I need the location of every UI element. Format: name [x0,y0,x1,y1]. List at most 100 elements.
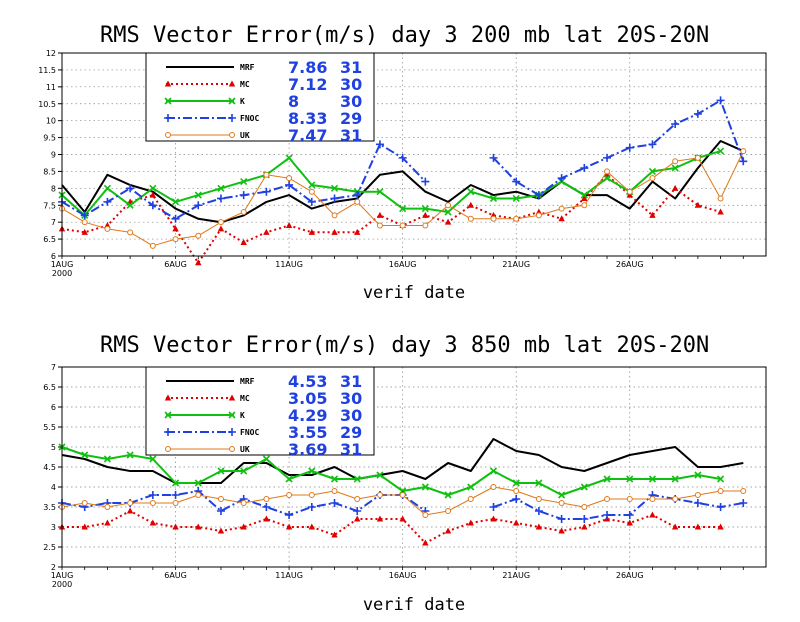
point-fnoc [580,164,589,173]
point-k [194,191,202,199]
point-fnoc [421,177,430,186]
point-uk [445,202,452,209]
point-k [671,475,679,483]
x-tick-label: 11AUG [275,571,303,580]
point-mc [649,211,656,218]
point-uk [81,500,88,506]
y-tick-label: 4.5 [43,463,56,472]
chart-title: RMS Vector Error(m/s) day 3 850 mb lat 2… [100,333,709,358]
point-fnoc [512,495,521,503]
point-uk [513,215,520,222]
point-uk [513,488,520,494]
legend-mean-uk: 3.69 [288,440,327,459]
point-mc [490,515,497,522]
point-mc [308,228,316,235]
point-uk [490,215,497,222]
x-tick-label: 26AUG [616,260,644,269]
point-mc [195,523,202,530]
legend-mean-k: 8 [288,92,299,111]
point-fnoc [148,201,157,210]
x-tick-label: 11AUG [275,260,303,269]
legend-mean-mrf: 7.86 [288,58,327,77]
point-uk [535,496,542,502]
point-fnoc [80,211,89,220]
point-mc [558,215,565,222]
point-uk [740,148,747,155]
x-tick-label: 1AUG [51,571,74,580]
point-k [489,194,498,203]
point-mc [535,523,543,530]
series-mc [58,171,724,266]
point-mc [149,519,157,526]
point-k [467,188,475,196]
point-mc [671,184,679,191]
point-k [512,194,520,203]
point-k [330,184,339,192]
point-uk [399,222,406,229]
point-uk [149,500,156,506]
chart-panel-2: RMS Vector Error(m/s) day 3 850 mb lat 2… [43,333,767,615]
point-mc [422,539,429,546]
point-fnoc [353,507,362,515]
legend-name-k: K [240,97,245,106]
point-uk [672,496,679,502]
point-fnoc [216,507,225,515]
point-k [308,181,316,189]
point-k [376,471,384,479]
y-tick-label: 6 [51,252,56,261]
point-k [421,205,429,213]
point-fnoc [648,140,657,149]
point-fnoc [739,499,748,507]
point-uk [717,488,724,494]
point-fnoc [126,184,135,193]
point-uk [535,212,542,219]
point-fnoc [534,191,543,200]
point-uk [127,229,134,236]
point-mc [717,523,724,530]
point-fnoc [693,109,702,118]
point-uk [331,488,338,494]
y-tick-label: 11 [46,83,56,92]
legend-count-uk: 31 [340,126,362,145]
legend-name-mc: MC [240,80,250,89]
point-fnoc [285,511,294,519]
legend-name-k: K [240,411,245,420]
legend-name-uk: UK [240,445,250,454]
legend: MRF 7.86 31 MC 7.12 30 K 8 30 FNOC 8.33 29 UK 7.47 31 [145,52,375,145]
point-k [580,191,588,199]
point-mc [649,511,656,518]
point-k [171,479,180,487]
point-k [580,483,588,491]
point-k [194,479,202,487]
point-uk [354,198,361,205]
point-uk [581,504,588,510]
point-fnoc [262,187,271,196]
point-fnoc [164,114,172,122]
point-k [262,455,270,463]
y-tick-label: 8 [51,184,56,193]
point-fnoc [557,174,566,183]
point-uk [308,492,315,498]
series-mc [58,507,724,546]
y-tick-label: 11.5 [38,66,56,75]
point-k [648,167,657,175]
point-k [512,479,520,487]
y-tick-label: 3.5 [43,503,56,512]
point-uk [649,496,656,502]
point-mc [228,394,236,401]
point-k [126,451,134,459]
point-uk [263,171,270,178]
legend: MRF 4.53 31 MC 3.05 30 K 4.29 30 FNOC 3.55 29 UK 3.69… [145,366,375,459]
point-k [353,475,361,483]
y-tick-label: 10.5 [38,100,56,109]
point-mc [217,527,225,534]
y-tick-label: 7.5 [43,201,56,210]
point-uk [263,496,270,502]
point-k [444,491,452,499]
point-uk [558,500,565,506]
point-fnoc [216,194,225,203]
point-k [603,475,611,483]
point-fnoc [375,140,384,149]
y-tick-label: 5 [51,443,56,452]
point-uk [490,484,497,490]
